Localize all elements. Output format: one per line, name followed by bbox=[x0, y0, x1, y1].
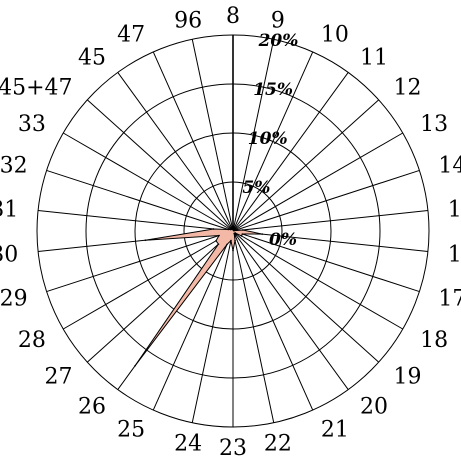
grid-spoke bbox=[232, 230, 379, 363]
category-label: 26 bbox=[78, 395, 106, 420]
radar-series bbox=[134, 226, 264, 367]
radial-tick-label: 0% bbox=[269, 230, 297, 250]
data-point bbox=[231, 228, 234, 230]
category-label: 23 bbox=[219, 436, 247, 461]
category-label: 21 bbox=[321, 417, 349, 442]
data-point bbox=[233, 232, 235, 235]
grid-spoke bbox=[63, 132, 234, 232]
category-label: 15 bbox=[448, 197, 461, 222]
grid-spoke bbox=[232, 51, 314, 232]
data-point bbox=[226, 243, 228, 246]
grid-spoke bbox=[87, 99, 234, 232]
grid-spoke bbox=[38, 210, 234, 232]
category-label: 45+47 bbox=[0, 76, 73, 101]
grid-spoke bbox=[191, 230, 234, 423]
data-point bbox=[241, 233, 244, 235]
grid-spoke bbox=[232, 132, 403, 232]
category-label: 45 bbox=[78, 45, 106, 70]
grid-spoke bbox=[63, 230, 234, 330]
category-label: 20 bbox=[360, 395, 388, 420]
grid-spoke bbox=[87, 230, 234, 363]
category-label: 47 bbox=[117, 23, 145, 48]
data-point bbox=[212, 228, 215, 230]
radial-tick-label: 15% bbox=[253, 80, 293, 100]
grid-spoke bbox=[232, 99, 379, 232]
data-point bbox=[230, 239, 232, 242]
category-label: 12 bbox=[394, 76, 422, 101]
grid-spoke bbox=[232, 39, 275, 232]
grid-spoke bbox=[232, 169, 420, 232]
grid-spoke bbox=[232, 230, 420, 293]
category-label: 19 bbox=[394, 365, 422, 390]
category-label: 25 bbox=[117, 417, 145, 442]
radial-tick-labels: 0% 5% 10% 15% 20% bbox=[242, 31, 298, 250]
grid-spoke bbox=[152, 230, 234, 411]
radial-tick-label: 5% bbox=[242, 178, 270, 198]
grid-spoke bbox=[232, 230, 349, 390]
data-point bbox=[232, 249, 234, 252]
grid-spoke bbox=[232, 230, 403, 330]
grid-spoke bbox=[232, 210, 428, 232]
grid-spoke bbox=[46, 169, 234, 232]
data-point bbox=[217, 243, 220, 245]
radial-tick-label: 20% bbox=[258, 31, 299, 51]
data-point bbox=[134, 364, 136, 367]
data-point bbox=[234, 239, 236, 242]
category-label: 17 bbox=[438, 287, 461, 312]
data-point bbox=[215, 240, 217, 242]
grid-spoke bbox=[232, 230, 275, 423]
grid-spoke bbox=[232, 230, 428, 252]
category-label: 10 bbox=[321, 23, 349, 48]
grid-spoke bbox=[117, 72, 234, 232]
category-label: 18 bbox=[420, 328, 448, 353]
category-label: 8 bbox=[226, 4, 240, 29]
category-label: 14 bbox=[438, 153, 461, 178]
category-label: 11 bbox=[360, 45, 388, 70]
grid-spoke bbox=[232, 72, 349, 232]
category-label: 33 bbox=[18, 112, 46, 137]
grid-spoke bbox=[232, 230, 314, 411]
category-label: 22 bbox=[264, 431, 292, 456]
grid-spoke bbox=[191, 39, 234, 232]
category-label: 24 bbox=[174, 431, 202, 456]
category-label: 28 bbox=[18, 328, 46, 353]
series-area bbox=[134, 226, 263, 367]
radial-tick-label: 10% bbox=[248, 129, 288, 149]
data-point bbox=[227, 228, 230, 231]
data-point bbox=[240, 235, 243, 237]
data-point bbox=[233, 229, 235, 232]
grid-spoke bbox=[46, 230, 234, 293]
category-label: 32 bbox=[0, 153, 28, 178]
category-label: 31 bbox=[0, 197, 18, 222]
category-label: 27 bbox=[45, 365, 73, 390]
category-label: 29 bbox=[0, 287, 28, 312]
data-point bbox=[144, 239, 147, 242]
data-point bbox=[218, 234, 220, 237]
grid-spoke bbox=[152, 51, 234, 232]
category-label: 16 bbox=[448, 243, 461, 268]
category-label: 30 bbox=[0, 243, 18, 268]
data-point bbox=[261, 233, 264, 235]
data-point bbox=[241, 229, 244, 231]
radar-grid bbox=[36, 34, 430, 428]
category-label: 9 bbox=[271, 9, 285, 34]
category-label: 96 bbox=[174, 9, 202, 34]
category-label: 13 bbox=[420, 112, 448, 137]
data-point bbox=[235, 234, 237, 236]
